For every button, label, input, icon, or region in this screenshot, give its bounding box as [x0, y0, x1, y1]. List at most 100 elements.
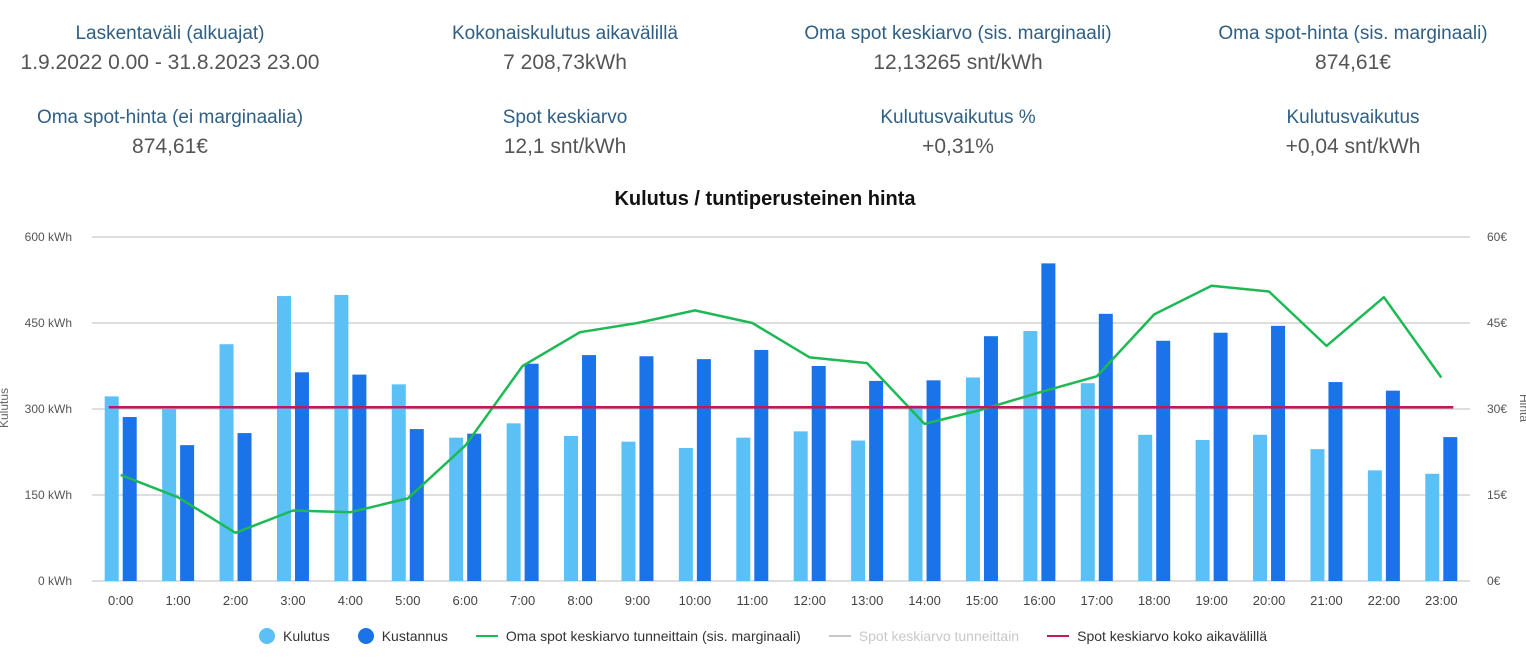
- grid-lines: [92, 236, 1470, 582]
- kulutus-bar[interactable]: [449, 437, 464, 581]
- legend-spot-average-period[interactable]: Spot keskiarvo koko aikavälillä: [1047, 628, 1267, 644]
- x-tick-label: 15:00: [966, 593, 999, 608]
- x-tick-label: 10:00: [679, 593, 712, 608]
- kustannus-bar[interactable]: [524, 363, 539, 581]
- kustannus-bar[interactable]: [983, 336, 998, 581]
- stat-label: Kokonaiskulutus aikavälillä: [451, 23, 678, 44]
- legend-line-icon: [828, 635, 851, 637]
- legend-kulutus[interactable]: Kulutus: [259, 628, 330, 644]
- legend-spot-average-hourly[interactable]: Spot keskiarvo tunneittain: [828, 628, 1019, 644]
- x-tick-label: 20:00: [1253, 593, 1286, 608]
- kulutus-bar[interactable]: [1195, 439, 1210, 581]
- legend-kustannus[interactable]: Kustannus: [357, 628, 448, 644]
- legend-line-icon: [475, 635, 498, 637]
- left-axis: 0 kWh 150 kWh 300 kWh 450 kWh 600 kWh: [25, 230, 72, 588]
- kustannus-bar[interactable]: [1213, 332, 1228, 581]
- kustannus-bar[interactable]: [294, 372, 309, 581]
- legend-label: Oma spot keskiarvo tunneittain (sis. mar…: [505, 628, 801, 644]
- kulutus-bar[interactable]: [1310, 449, 1325, 581]
- legend-label: Spot keskiarvo koko aikavälillä: [1077, 628, 1267, 644]
- stat-value: 1.9.2022 0.00 - 31.8.2023 23.00: [20, 51, 320, 74]
- left-tick-label: 0 kWh: [38, 574, 72, 588]
- legend-label: Kulutus: [283, 628, 330, 644]
- kustannus-bar[interactable]: [1443, 437, 1458, 581]
- stat-value: 12,1 snt/kWh: [503, 135, 627, 158]
- right-tick-label: 0€: [1487, 574, 1501, 588]
- kustannus-bar[interactable]: [467, 433, 482, 581]
- legend-line-icon: [1047, 635, 1070, 637]
- kulutus-bar[interactable]: [1367, 470, 1382, 581]
- stat-label: Spot keskiarvo: [502, 107, 628, 128]
- kulutus-bar[interactable]: [506, 423, 521, 581]
- kustannus-bar[interactable]: [1098, 313, 1113, 581]
- x-axis: 0:00 1:00 2:00 3:00 4:00 5:00 6:00 7:00 8:00 9:00…: [108, 593, 1458, 608]
- right-tick-label: 60€: [1487, 230, 1507, 244]
- stat-own-spot-price-no-margin: Oma spot-hinta (ei marginaalia) 874,61€: [0, 104, 340, 188]
- stat-value: 874,61€: [1315, 51, 1391, 74]
- kustannus-bar[interactable]: [1041, 263, 1056, 581]
- x-tick-label: 13:00: [851, 593, 884, 608]
- kustannus-bar[interactable]: [696, 359, 711, 581]
- kulutus-bar[interactable]: [104, 396, 119, 581]
- stat-label: Oma spot keskiarvo (sis. marginaali): [804, 23, 1112, 44]
- x-tick-label: 18:00: [1138, 593, 1171, 608]
- x-tick-label: 19:00: [1195, 593, 1228, 608]
- kulutus-bar[interactable]: [1023, 331, 1038, 581]
- kulutus-bar[interactable]: [908, 405, 923, 581]
- kulutus-bar[interactable]: [851, 440, 866, 581]
- stat-value: 12,13265 snt/kWh: [873, 51, 1043, 74]
- x-tick-label: 0:00: [108, 593, 133, 608]
- stat-value: +0,04 snt/kWh: [1285, 135, 1421, 158]
- kulutus-bar[interactable]: [334, 294, 349, 581]
- summary-stats: Laskentaväli (alkuajat) 1.9.2022 0.00 - …: [0, 20, 1526, 188]
- kustannus-bar[interactable]: [1271, 325, 1286, 581]
- kustannus-bar[interactable]: [237, 433, 252, 581]
- summary-row-1: Laskentaväli (alkuajat) 1.9.2022 0.00 - …: [0, 20, 1526, 104]
- kulutus-bar[interactable]: [1138, 434, 1153, 581]
- kulutus-bar[interactable]: [678, 447, 693, 581]
- legend-label: Kustannus: [381, 628, 448, 644]
- left-tick-label: 150 kWh: [25, 488, 72, 502]
- kulutus-bar[interactable]: [276, 296, 291, 581]
- stat-label: Kulutusvaikutus %: [880, 107, 1036, 128]
- kustannus-bar[interactable]: [180, 445, 195, 581]
- kustannus-bar[interactable]: [409, 429, 424, 581]
- kulutus-bar[interactable]: [219, 344, 234, 581]
- kulutus-bar[interactable]: [564, 435, 579, 581]
- left-tick-label: 600 kWh: [25, 230, 72, 244]
- x-tick-label: 2:00: [223, 593, 248, 608]
- kulutus-bar[interactable]: [1080, 383, 1095, 581]
- left-axis-title: Kulutus: [0, 388, 11, 428]
- x-tick-label: 5:00: [395, 593, 420, 608]
- right-tick-label: 45€: [1487, 316, 1507, 330]
- kulutus-bar[interactable]: [1425, 473, 1440, 581]
- x-tick-label: 16:00: [1023, 593, 1056, 608]
- kulutus-bar[interactable]: [391, 384, 406, 581]
- own-spot-average-line: [120, 284, 1443, 535]
- stat-total-consumption: Kokonaiskulutus aikavälillä 7 208,73kWh: [395, 20, 735, 104]
- kulutus-bar[interactable]: [736, 437, 751, 581]
- kulutus-bar[interactable]: [793, 431, 808, 581]
- kustannus-bar[interactable]: [1328, 382, 1343, 581]
- kustannus-bar[interactable]: [754, 349, 769, 581]
- kustannus-bar[interactable]: [582, 355, 597, 581]
- kustannus-bar[interactable]: [926, 380, 941, 581]
- kulutus-bar[interactable]: [621, 441, 636, 581]
- kustannus-bar[interactable]: [1385, 390, 1400, 581]
- x-tick-label: 11:00: [737, 593, 769, 608]
- kustannus-bar[interactable]: [1156, 340, 1171, 581]
- legend-own-spot-average[interactable]: Oma spot keskiarvo tunneittain (sis. mar…: [475, 628, 801, 644]
- stat-value: +0,31%: [922, 135, 994, 158]
- kustannus-bar[interactable]: [352, 374, 367, 581]
- kulutus-bar[interactable]: [1253, 434, 1268, 581]
- consumption-price-chart: Kulutus / tuntiperusteinen hinta 0 kWh 15…: [0, 188, 1526, 608]
- stat-range: Laskentaväli (alkuajat) 1.9.2022 0.00 - …: [0, 20, 340, 104]
- kustannus-bar[interactable]: [811, 366, 826, 581]
- kustannus-bar[interactable]: [122, 417, 137, 581]
- kustannus-bar[interactable]: [639, 356, 654, 581]
- kulutus-bar[interactable]: [965, 377, 980, 581]
- legend-dot-icon: [259, 628, 275, 644]
- stat-label: Oma spot-hinta (ei marginaalia): [36, 107, 304, 128]
- x-tick-label: 8:00: [567, 593, 592, 608]
- kustannus-bar[interactable]: [869, 380, 884, 581]
